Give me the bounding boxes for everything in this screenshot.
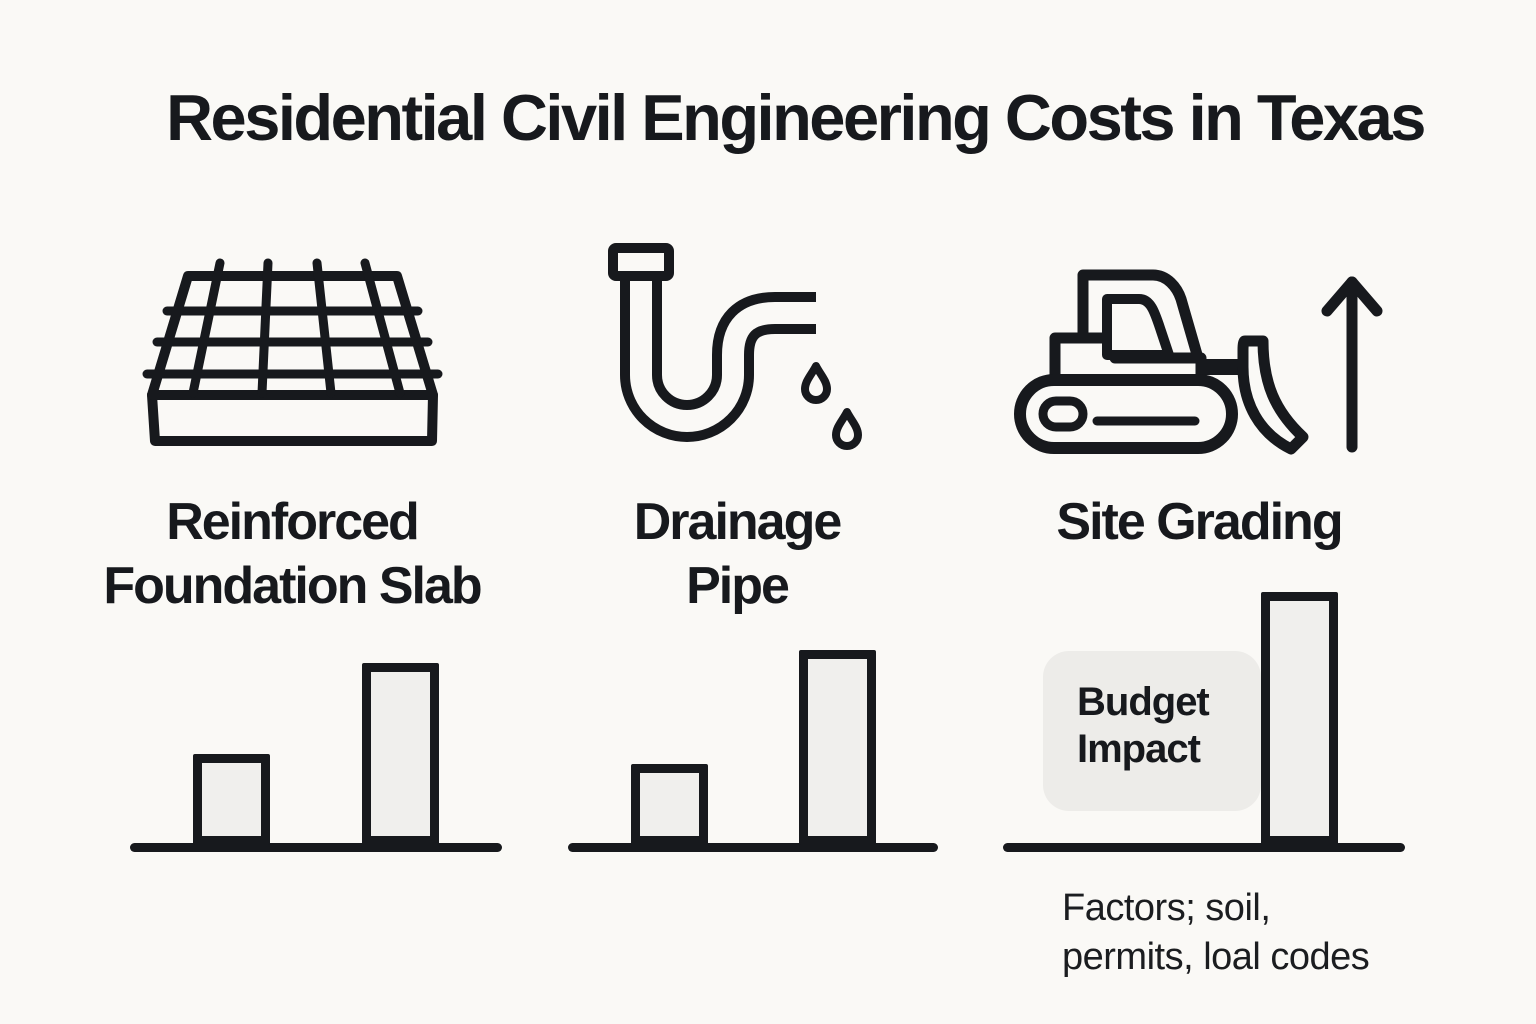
bulldozer-icon xyxy=(1014,269,1383,455)
bar xyxy=(193,754,270,845)
drainage-pipe-icon xyxy=(608,243,862,450)
bar-chart-drainage-pipe xyxy=(568,650,876,845)
dozer-window xyxy=(1102,294,1174,360)
label-line: Drainage xyxy=(633,493,843,551)
section-label-site-grading: Site Grading xyxy=(969,490,1429,554)
page-title: Residential Civil Engineering Costs in T… xyxy=(166,81,1426,154)
label-line: Reinforced xyxy=(166,493,420,551)
chart-baseline xyxy=(1003,843,1405,852)
bar-chart-foundation-slab xyxy=(130,663,439,845)
bar xyxy=(799,650,876,845)
arrow-up-icon xyxy=(1321,276,1383,453)
label-line: Foundation Slab xyxy=(103,557,482,615)
footnote: Factors; soil, permits, loal codes xyxy=(1062,884,1370,982)
bar xyxy=(362,663,439,845)
footnote-line: permits, loal codes xyxy=(1062,936,1370,978)
label-line: Site Grading xyxy=(1056,493,1343,551)
bar xyxy=(1261,592,1338,845)
budget-box-line: Impact xyxy=(1077,727,1201,771)
slab-front-face xyxy=(147,390,438,446)
rebar-grid xyxy=(142,258,443,398)
section-label-drainage-pipe: Drainage Pipe xyxy=(507,490,967,618)
foundation-slab-icon xyxy=(142,258,443,446)
budget-impact-box: Budget Impact xyxy=(1043,651,1261,811)
budget-box-line: Budget xyxy=(1077,680,1210,724)
bar xyxy=(631,764,708,845)
dozer-blade xyxy=(1237,335,1309,455)
label-line: Pipe xyxy=(686,557,790,615)
footnote-line: Factors; soil, xyxy=(1062,887,1271,929)
chart-baseline xyxy=(130,843,502,852)
slab-top-face xyxy=(147,271,438,400)
chart-baseline xyxy=(568,843,938,852)
pipe-bore xyxy=(630,262,816,432)
section-label-foundation-slab: Reinforced Foundation Slab xyxy=(62,490,522,618)
bar-chart-site-grading xyxy=(1003,592,1338,845)
water-drop-icon xyxy=(801,362,862,450)
dozer-track-wheel xyxy=(1038,396,1088,432)
pipe-flange xyxy=(608,243,674,281)
dozer-track xyxy=(1014,374,1238,454)
